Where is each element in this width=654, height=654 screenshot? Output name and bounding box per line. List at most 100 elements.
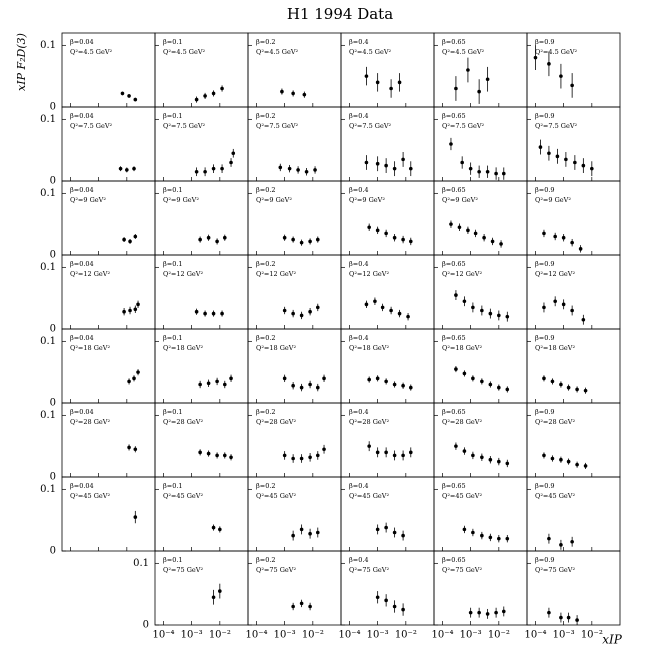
q2-label: Q²=75 GeV²	[535, 566, 575, 574]
x-tick-label: 10⁻⁴	[431, 630, 453, 641]
panel-frame	[526, 550, 621, 626]
data-point	[389, 308, 393, 313]
data-point	[542, 231, 546, 236]
x-tick-label: 10⁻²	[302, 630, 324, 641]
data-point	[408, 166, 413, 171]
data-point	[471, 376, 475, 381]
beta-label: β=0.1	[163, 38, 183, 46]
data-point	[408, 239, 413, 244]
data-point	[480, 533, 484, 538]
data-point	[367, 444, 371, 448]
data-point	[136, 370, 140, 374]
q2-label: Q²=45 GeV²	[70, 492, 110, 500]
data-point	[315, 530, 320, 535]
data-point	[550, 379, 555, 384]
data-point	[462, 527, 467, 532]
data-point	[211, 91, 216, 96]
y-tick-label: 0.1	[40, 262, 56, 273]
y-tick-label: 0.1	[133, 558, 149, 569]
q2-label: Q²=75 GeV²	[163, 566, 203, 574]
data-point	[555, 154, 560, 159]
data-point	[308, 531, 312, 536]
q2-label: Q²=28 GeV²	[163, 418, 203, 426]
q2-label: Q²=12 GeV²	[163, 270, 203, 278]
data-point	[471, 305, 475, 310]
q2-label: Q²=18 GeV²	[163, 344, 203, 352]
y-tick-label: 0	[50, 102, 56, 113]
data-point	[392, 235, 397, 240]
data-point	[581, 163, 586, 168]
data-point	[570, 308, 574, 313]
data-point	[542, 376, 546, 381]
data-point	[308, 239, 312, 244]
q2-label: Q²=4.5 GeV²	[70, 48, 113, 56]
data-point	[231, 151, 236, 156]
data-point	[299, 601, 304, 606]
data-point	[392, 166, 397, 171]
data-point	[132, 166, 136, 171]
q2-label: Q²=4.5 GeV²	[349, 48, 392, 56]
data-point	[488, 382, 493, 387]
data-point	[206, 235, 211, 240]
beta-label: β=0.4	[349, 186, 369, 194]
beta-label: β=0.9	[535, 260, 555, 268]
data-point	[282, 308, 287, 313]
beta-label: β=0.9	[535, 334, 555, 342]
q2-label: Q²=4.5 GeV²	[256, 48, 299, 56]
beta-label: β=0.9	[535, 556, 555, 564]
data-point	[542, 453, 546, 458]
data-point	[401, 237, 405, 242]
data-point	[364, 160, 369, 165]
x-tick-label: 10⁻³	[181, 630, 203, 641]
y-tick-label: 0	[50, 250, 56, 261]
q2-label: Q²=28 GeV²	[442, 418, 482, 426]
data-point	[194, 97, 199, 102]
data-point	[215, 379, 219, 384]
data-point	[384, 598, 388, 603]
beta-label: β=0.2	[256, 556, 276, 564]
data-point	[299, 240, 304, 245]
q2-label: Q²=7.5 GeV²	[442, 122, 485, 130]
data-point	[392, 453, 397, 458]
data-point	[488, 535, 493, 540]
data-point	[462, 449, 467, 453]
data-point	[367, 225, 371, 230]
beta-label: β=0.04	[70, 408, 94, 416]
q2-label: Q²=45 GeV²	[349, 492, 389, 500]
data-point	[127, 445, 131, 450]
data-point	[559, 457, 563, 462]
data-point	[505, 461, 510, 466]
data-point	[454, 444, 458, 448]
data-point	[315, 453, 320, 458]
x-tick-label: 10⁻³	[553, 630, 575, 641]
data-point	[573, 160, 577, 165]
data-point	[583, 464, 588, 468]
beta-label: β=0.04	[70, 334, 94, 342]
y-tick-label: 0.1	[40, 336, 56, 347]
data-point	[538, 145, 543, 149]
data-point	[462, 371, 467, 376]
data-point	[122, 309, 126, 314]
x-tick-label: 10⁻³	[460, 630, 482, 641]
q2-label: Q²=7.5 GeV²	[256, 122, 299, 130]
data-point	[449, 222, 453, 226]
x-tick-label: 10⁻²	[488, 630, 510, 641]
data-point	[482, 235, 486, 240]
beta-label: β=0.04	[70, 112, 94, 120]
y-tick-label: 0	[50, 472, 56, 483]
beta-label: β=0.2	[256, 482, 276, 490]
data-point	[132, 376, 136, 381]
data-point	[553, 299, 557, 304]
data-point	[211, 311, 216, 316]
data-point	[401, 157, 405, 162]
data-point	[533, 55, 538, 60]
data-point	[497, 536, 501, 541]
data-point	[564, 157, 568, 162]
data-point	[229, 160, 233, 165]
beta-label: β=0.4	[349, 38, 369, 46]
beta-label: β=0.2	[256, 112, 276, 120]
q2-label: Q²=28 GeV²	[535, 418, 575, 426]
data-point	[118, 166, 123, 171]
data-point	[384, 379, 388, 384]
data-point	[575, 618, 579, 622]
